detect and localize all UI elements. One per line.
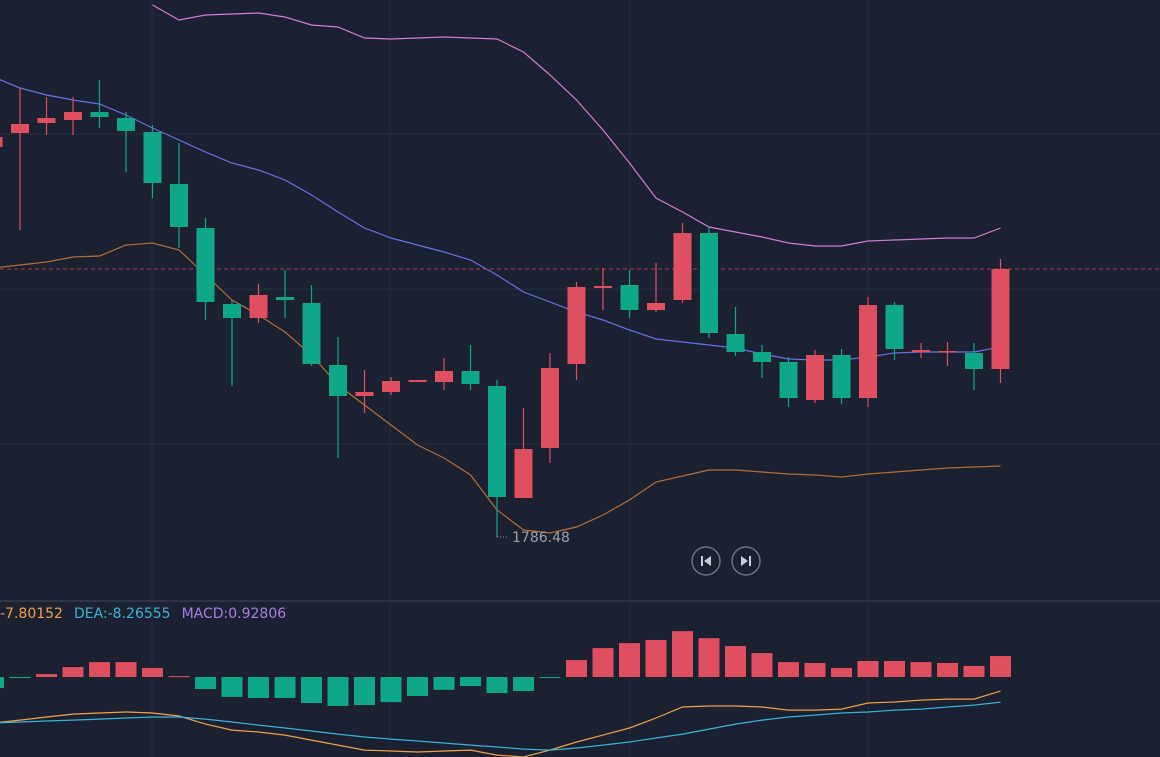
macd-bar xyxy=(248,677,269,699)
macd-line xyxy=(0,690,1001,757)
macd-bar xyxy=(62,667,84,678)
candle-body xyxy=(832,355,851,398)
candle-body xyxy=(938,351,957,353)
skip-forward-icon[interactable] xyxy=(741,556,751,566)
macd-bar xyxy=(539,677,561,679)
candle-body xyxy=(673,233,692,300)
macd-bar xyxy=(274,677,296,699)
candle-body xyxy=(806,355,824,400)
legend-entry: -7.80152 xyxy=(0,606,63,622)
candle-body xyxy=(541,368,559,448)
macd-bar xyxy=(486,677,508,694)
candle-body xyxy=(912,350,930,352)
candle-body xyxy=(700,233,718,333)
macd-bar xyxy=(963,665,985,678)
candle-body xyxy=(143,132,162,183)
macd-bar xyxy=(804,663,826,678)
macd-bar xyxy=(778,662,799,678)
macd-bar xyxy=(407,677,428,696)
candle-body xyxy=(355,392,374,396)
macd-bar xyxy=(327,677,349,706)
candle-body xyxy=(170,184,188,227)
price-pane: 1786.48 xyxy=(0,4,1160,546)
macd-bar xyxy=(36,674,57,678)
candle-body xyxy=(223,304,241,318)
candle-body xyxy=(0,137,3,147)
macd-bar xyxy=(592,648,614,678)
candle-body xyxy=(64,112,82,120)
candle-body xyxy=(276,297,294,300)
macd-bar xyxy=(195,677,216,689)
skip-back-icon[interactable] xyxy=(701,556,711,566)
candle-body xyxy=(594,286,612,288)
macd-bar xyxy=(698,638,720,678)
macd-bar xyxy=(0,677,4,689)
band-line xyxy=(152,4,1001,247)
candle-body xyxy=(117,118,135,131)
candle-body xyxy=(859,305,877,398)
candle-body xyxy=(329,365,347,396)
macd-bar xyxy=(89,662,110,678)
macd-bar xyxy=(433,677,455,690)
macd-bar xyxy=(221,677,243,697)
macd-bar xyxy=(115,662,137,678)
candle-body xyxy=(11,124,29,133)
candle-body xyxy=(435,371,453,382)
candle-body xyxy=(249,295,268,318)
macd-bar xyxy=(910,662,932,678)
macd-bar xyxy=(725,646,746,678)
macd-bar xyxy=(142,667,163,678)
low-annotation: 1786.48 xyxy=(512,530,570,546)
macd-bar xyxy=(168,676,190,678)
candle-body xyxy=(37,118,56,123)
macd-bar xyxy=(645,639,667,678)
candle-body xyxy=(991,269,1010,369)
macd-bar xyxy=(9,677,31,679)
skip-back-button[interactable] xyxy=(691,546,721,576)
candle-body xyxy=(408,380,427,382)
candle-body xyxy=(726,334,745,352)
macd-bar xyxy=(990,656,1011,678)
candle-body xyxy=(461,371,480,384)
macd-bar xyxy=(354,677,375,706)
legend-entry: MACD:0.92806 xyxy=(182,606,287,622)
candle-body xyxy=(514,449,533,498)
macd-bar xyxy=(566,660,587,678)
macd-bar xyxy=(751,653,773,678)
candle-body xyxy=(620,285,639,310)
macd-bar xyxy=(857,660,879,678)
macd-bar xyxy=(301,677,322,703)
macd-line xyxy=(0,701,1001,751)
candle-body xyxy=(753,352,771,362)
macd-bar xyxy=(380,677,402,703)
candle-body xyxy=(382,381,400,392)
macd-bar xyxy=(513,677,534,692)
macd-bar xyxy=(937,663,958,678)
macd-bar xyxy=(831,667,852,678)
candle-body xyxy=(196,228,215,302)
skip-forward-button[interactable] xyxy=(731,546,761,576)
candle-body xyxy=(779,362,798,398)
macd-bar xyxy=(460,677,481,687)
macd-bar xyxy=(619,643,640,678)
candle-body xyxy=(567,287,586,364)
macd-bar xyxy=(884,660,905,678)
candle-body xyxy=(885,305,904,349)
candle-body xyxy=(302,303,321,364)
legend-entry: DEA:-8.26555 xyxy=(74,606,171,622)
macd-bar xyxy=(672,631,693,678)
candle-body xyxy=(647,303,665,310)
candle-body xyxy=(488,386,506,497)
candle-body xyxy=(90,112,109,117)
macd-pane: -7.80152 DEA:-8.26555 MACD:0.92806 xyxy=(0,606,1011,757)
candle-body xyxy=(965,353,983,369)
